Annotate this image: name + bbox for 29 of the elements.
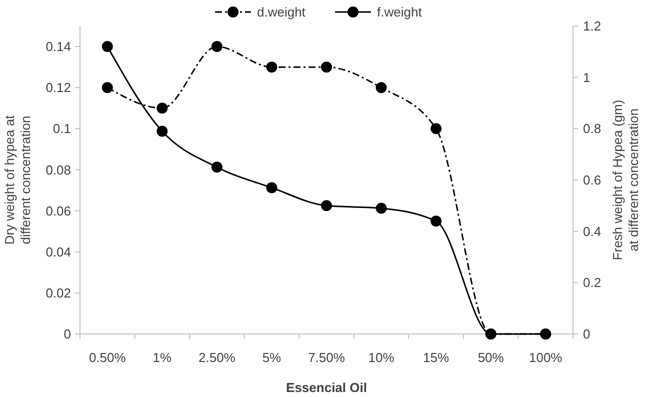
legend-label: f.weight xyxy=(377,4,422,20)
x-tick-label: 0.50% xyxy=(88,350,126,365)
y-tick-label: 0.04 xyxy=(46,244,71,260)
y-tick-label: 0.02 xyxy=(46,285,71,300)
y2-tick-label: 0.8 xyxy=(583,121,602,136)
x-tick-label: 50% xyxy=(478,350,504,365)
x-axis-title: Essencial Oil xyxy=(286,380,367,395)
y2-tick-label: 0.6 xyxy=(583,172,602,188)
y2-tick-label: 0 xyxy=(583,326,590,342)
y2-axis-title: Fresh weight of Hypea (gm) at different concentration xyxy=(610,100,641,260)
x-tick-label: 15% xyxy=(423,350,450,365)
x-tick-label: 5% xyxy=(262,350,282,365)
y2-tick-label: 0.4 xyxy=(583,224,602,239)
y-tick-label: 0.12 xyxy=(46,80,71,96)
legend-label: d.weight xyxy=(257,4,306,20)
x-tick-label: 7.50% xyxy=(308,350,346,365)
y-tick-label: 0.06 xyxy=(46,203,71,218)
y-tick-label: 0.1 xyxy=(52,121,71,136)
y-axis-title: Dry weight of hypea at different concentration xyxy=(2,114,33,245)
x-tick-label: 2.50% xyxy=(198,350,236,365)
y2-tick-label: 0.2 xyxy=(583,275,602,290)
y-tick-label: 0.08 xyxy=(46,162,71,178)
x-tick-label: 100% xyxy=(528,350,563,365)
x-tick-label: 1% xyxy=(152,350,172,365)
x-tick-label: 10% xyxy=(368,350,395,365)
y2-tick-label: 1 xyxy=(583,70,590,85)
y-tick-label: 0 xyxy=(64,326,71,342)
y2-tick-label: 1.2 xyxy=(583,18,602,34)
y-tick-label: 0.14 xyxy=(46,39,71,54)
